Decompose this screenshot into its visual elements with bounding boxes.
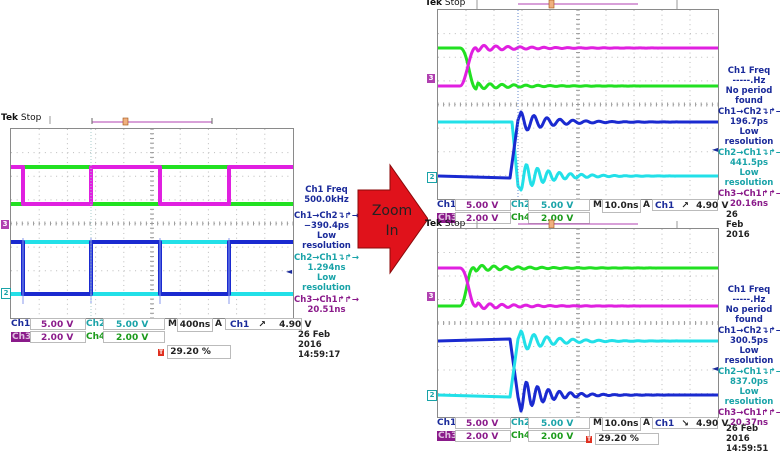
measurement-block: Ch1 Freq -----.Hz No period found Ch1→Ch2↴↱… bbox=[718, 285, 780, 428]
ch1-label: Ch1 bbox=[437, 418, 457, 428]
measurement-ch1-freq: Ch1 Freq 500.0kHz bbox=[304, 185, 349, 205]
measurement-ch1-ch2-delay: Ch1→Ch2↴↱→ 300.5ps Low resolution bbox=[718, 326, 780, 366]
ch1-scale: 5.00 V bbox=[455, 417, 511, 429]
measurement-ch3-ch1-delay: Ch3→Ch1↱↱→ 20.51ns bbox=[294, 295, 359, 315]
ch2-scale: 5.00 V bbox=[528, 199, 590, 211]
ch4-label: Ch4 bbox=[86, 332, 106, 342]
measurement-ch1-freq: Ch1 Freq -----.Hz No period found bbox=[725, 66, 773, 106]
measurement-ch2-ch1-delay: Ch2→Ch1↴↱→ 837.0ps Low resolution bbox=[718, 367, 780, 407]
ch1-scale: 5.00 V bbox=[30, 318, 86, 330]
ch4-scale: 2.00 V bbox=[528, 430, 590, 442]
graticule bbox=[10, 128, 294, 319]
scope-header: Tek Stop bbox=[425, 0, 465, 8]
ch3-label: Ch3 bbox=[437, 431, 459, 441]
measurement-block: Ch1 Freq 500.0kHz Ch1→Ch2↴↱→ −390.4ps Low re… bbox=[294, 185, 359, 315]
timestamp: 26 Feb 2016 14:59:51 bbox=[726, 424, 769, 454]
measurement-ch2-ch1-delay: Ch2→Ch1↴↱→ 441.5ps Low resolution bbox=[718, 148, 780, 188]
ch1-offset-arrow-icon: ◄ bbox=[286, 267, 293, 276]
measurement-block: Ch1 Freq -----.Hz No period found Ch1→Ch2↴↱… bbox=[718, 66, 780, 209]
trigger-mode: A bbox=[643, 200, 650, 210]
ch3-scale: 2.00 V bbox=[30, 331, 86, 343]
ch3-ground-marker-icon: 3 bbox=[427, 74, 435, 83]
ch2-label: Ch2 bbox=[511, 200, 531, 210]
ch4-scale: 2.00 V bbox=[103, 331, 165, 343]
ch3-label: Ch3 bbox=[437, 213, 459, 223]
timebase-value: 10.0ns bbox=[602, 199, 641, 213]
arrow-icon bbox=[357, 163, 429, 275]
trigger-position-readout: T 29.20 % bbox=[586, 433, 660, 445]
ch2-ground-marker-icon: 2 bbox=[427, 172, 437, 183]
measurement-ch1-freq: Ch1 Freq -----.Hz No period found bbox=[725, 285, 773, 325]
trigger-mode: A bbox=[643, 418, 650, 428]
trigger-settings: Ch1 ↗ 4.90 V bbox=[652, 199, 728, 211]
measurement-ch3-ch1-delay: Ch3→Ch1↱↱→ 20.37ns bbox=[718, 408, 780, 428]
scope-header: Tek Stop bbox=[1, 113, 41, 123]
measurement-ch2-ch1-delay: Ch2→Ch1↴↱→ 1.294ns Low resolution bbox=[294, 253, 359, 293]
ch2-label: Ch2 bbox=[511, 418, 531, 428]
trigger-position-readout: T 29.20 % bbox=[158, 345, 232, 359]
trigger-position-icon: T bbox=[586, 436, 593, 443]
ch2-ground-marker-icon: 2 bbox=[1, 288, 11, 299]
acquisition-state: Stop bbox=[444, 0, 466, 8]
trigger-slope-icon: ↗ bbox=[258, 320, 266, 330]
trigger-mode: A bbox=[215, 319, 222, 329]
ch1-label: Ch1 bbox=[437, 200, 457, 210]
brand-label: Tek bbox=[425, 219, 443, 229]
ch2-scale: 5.00 V bbox=[103, 318, 165, 330]
trigger-slope-icon: ↘ bbox=[681, 419, 689, 429]
trigger-settings: Ch1 ↘ 4.90 V bbox=[652, 417, 728, 429]
timebase-value: 10.0ns bbox=[602, 417, 641, 431]
brand-label: Tek bbox=[425, 0, 443, 8]
timebase-prefix: M bbox=[593, 200, 602, 210]
ch2-label: Ch2 bbox=[86, 319, 106, 329]
ch3-label: Ch3 bbox=[11, 332, 33, 342]
graticule bbox=[437, 228, 719, 418]
measurement-ch1-ch2-delay: Ch1→Ch2↴↱→ 196.7ps Low resolution bbox=[718, 107, 780, 147]
ch3-scale: 2.00 V bbox=[455, 212, 511, 224]
timestamp: 26 Feb 2016 bbox=[726, 210, 750, 240]
timebase-value: 400ns bbox=[177, 318, 213, 332]
timestamp: 26 Feb 2016 14:59:17 bbox=[298, 330, 341, 360]
ch4-label: Ch4 bbox=[511, 431, 531, 441]
timebase-prefix: M bbox=[593, 418, 602, 428]
zoom-in-arrow: Zoom In bbox=[356, 163, 429, 275]
ch3-ground-marker-icon: 3 bbox=[1, 220, 9, 229]
ch2-scale: 5.00 V bbox=[528, 417, 590, 429]
ch2-ground-marker-icon: 2 bbox=[427, 390, 437, 401]
graticule bbox=[437, 9, 719, 200]
trigger-settings: Ch1 ↗ 4.90 V bbox=[225, 318, 311, 330]
ch1-offset-arrow-icon: ◄ bbox=[712, 364, 719, 373]
ch1-scale: 5.00 V bbox=[455, 199, 511, 211]
trigger-slope-icon: ↗ bbox=[681, 201, 689, 211]
record-bar bbox=[476, 0, 678, 10]
waveform-display bbox=[438, 229, 718, 417]
ch3-scale: 2.00 V bbox=[455, 430, 511, 442]
record-bar bbox=[49, 116, 213, 126]
brand-label: Tek bbox=[1, 113, 19, 123]
waveform-display bbox=[438, 10, 718, 199]
ch1-offset-arrow-icon: ◄ bbox=[712, 145, 719, 154]
timebase-prefix: M bbox=[168, 319, 177, 329]
zoom-in-label: Zoom In bbox=[371, 203, 413, 239]
ch1-label: Ch1 bbox=[11, 319, 31, 329]
trigger-position-icon: T bbox=[158, 349, 165, 356]
waveform-display bbox=[11, 129, 293, 318]
acquisition-state: Stop bbox=[20, 113, 42, 123]
ch3-ground-marker-icon: 3 bbox=[427, 292, 435, 301]
measurement-ch1-ch2-delay: Ch1→Ch2↴↱→ −390.4ps Low resolution bbox=[294, 211, 359, 251]
measurement-ch3-ch1-delay: Ch3→Ch1↱↱→ 20.16ns bbox=[718, 189, 780, 209]
ch4-label: Ch4 bbox=[511, 213, 531, 223]
acquisition-state: Stop bbox=[444, 219, 466, 229]
scope-header: Tek Stop bbox=[425, 219, 465, 229]
